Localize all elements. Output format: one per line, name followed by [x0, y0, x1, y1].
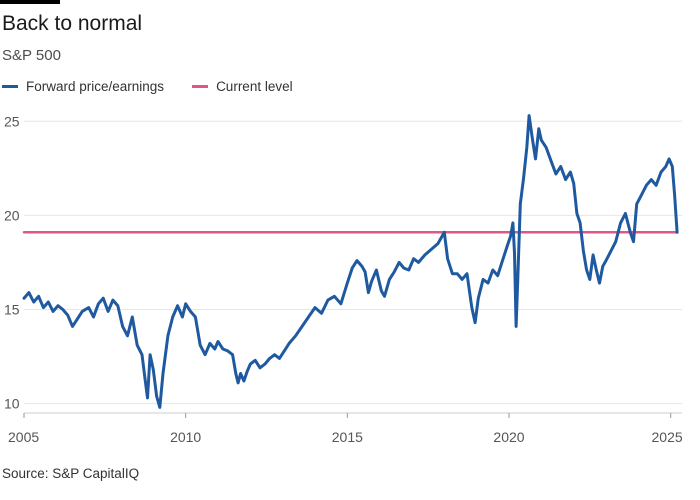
- x-tick-label-2025: 2025: [652, 429, 683, 445]
- y-tick-label-25: 25: [4, 113, 20, 129]
- y-tick-label-20: 20: [4, 207, 20, 223]
- legend-label-current-level: Current level: [216, 79, 293, 94]
- x-tick-label-2010: 2010: [170, 429, 201, 445]
- chart-subtitle: S&P 500: [2, 47, 61, 64]
- x-tick-label-2005: 2005: [8, 429, 39, 445]
- legend-label-forward-pe: Forward price/earnings: [26, 79, 165, 94]
- y-tick-label-15: 15: [4, 301, 20, 317]
- legend-swatch-forward-pe: [2, 85, 18, 88]
- legend-item-forward-pe: Forward price/earnings: [2, 79, 164, 94]
- x-tick-label-2015: 2015: [332, 429, 363, 445]
- legend-item-current-level: Current level: [192, 79, 293, 94]
- y-tick-label-10: 10: [4, 396, 20, 412]
- x-tick-label-2020: 2020: [493, 429, 524, 445]
- legend: Forward price/earnings Current level: [2, 79, 321, 94]
- series-line-forward-price-earnings: [22, 114, 679, 409]
- brand-bar: [0, 0, 60, 4]
- chart-title: Back to normal: [2, 12, 143, 35]
- legend-swatch-current-level: [192, 85, 209, 88]
- source-note: Source: S&P CapitalIQ: [2, 466, 140, 481]
